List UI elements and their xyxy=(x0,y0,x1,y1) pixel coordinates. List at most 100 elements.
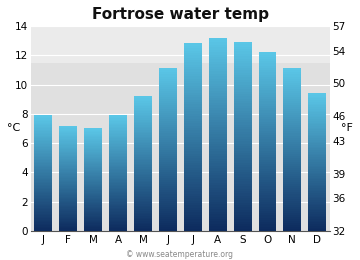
Bar xyxy=(59,196,77,197)
Bar xyxy=(35,152,53,153)
Bar xyxy=(209,149,227,151)
Bar xyxy=(109,128,127,130)
Bar xyxy=(35,163,53,165)
Bar xyxy=(134,142,152,144)
Bar xyxy=(109,140,127,141)
Bar xyxy=(184,201,202,203)
Bar xyxy=(184,100,202,102)
Bar xyxy=(308,118,326,119)
Bar xyxy=(35,120,53,121)
Bar xyxy=(258,164,276,166)
Bar xyxy=(35,170,53,172)
Bar xyxy=(84,213,102,214)
Bar xyxy=(308,107,326,109)
Bar xyxy=(184,149,202,151)
Bar xyxy=(109,157,127,159)
Bar xyxy=(59,181,77,182)
Bar xyxy=(159,105,177,107)
Bar xyxy=(184,156,202,158)
Bar xyxy=(234,77,252,80)
Bar xyxy=(308,186,326,188)
Bar xyxy=(283,188,301,190)
Bar xyxy=(234,99,252,101)
Bar xyxy=(234,84,252,87)
Bar xyxy=(84,187,102,189)
Bar xyxy=(283,166,301,168)
Bar xyxy=(258,110,276,113)
Bar xyxy=(59,206,77,207)
Bar xyxy=(209,137,227,139)
Bar xyxy=(283,229,301,231)
Bar xyxy=(59,214,77,215)
Bar xyxy=(109,222,127,224)
Bar xyxy=(234,61,252,63)
Bar xyxy=(159,158,177,160)
Y-axis label: °F: °F xyxy=(341,124,353,133)
Bar xyxy=(308,129,326,131)
Bar xyxy=(84,181,102,182)
Bar xyxy=(109,167,127,169)
Bar xyxy=(109,180,127,182)
Bar xyxy=(258,209,276,211)
Bar xyxy=(134,170,152,172)
Bar xyxy=(258,144,276,146)
Bar xyxy=(283,144,301,146)
Bar xyxy=(109,176,127,178)
Bar xyxy=(109,218,127,219)
Bar xyxy=(159,180,177,182)
Bar xyxy=(234,226,252,229)
Bar xyxy=(84,142,102,144)
Title: Fortrose water temp: Fortrose water temp xyxy=(92,7,269,22)
Bar xyxy=(109,118,127,120)
Bar xyxy=(184,60,202,62)
Bar xyxy=(234,219,252,222)
Bar xyxy=(134,177,152,179)
Bar xyxy=(308,204,326,205)
Bar xyxy=(258,101,276,104)
Bar xyxy=(283,221,301,223)
Bar xyxy=(234,141,252,144)
Bar xyxy=(84,179,102,180)
Bar xyxy=(283,93,301,95)
Bar xyxy=(84,161,102,162)
Bar xyxy=(35,195,53,196)
Bar xyxy=(84,155,102,157)
Bar xyxy=(209,79,227,81)
Bar xyxy=(159,87,177,89)
Bar xyxy=(184,196,202,198)
Bar xyxy=(283,182,301,184)
Bar xyxy=(35,219,53,221)
Bar xyxy=(59,224,77,226)
Bar xyxy=(283,168,301,170)
Bar xyxy=(308,217,326,219)
Bar xyxy=(84,153,102,154)
Bar xyxy=(184,222,202,224)
Bar xyxy=(84,144,102,145)
Bar xyxy=(35,222,53,224)
Bar xyxy=(84,140,102,141)
Bar xyxy=(35,178,53,179)
Bar xyxy=(184,182,202,184)
Bar xyxy=(134,226,152,228)
Bar xyxy=(184,74,202,76)
Bar xyxy=(134,160,152,162)
Bar xyxy=(283,135,301,138)
Bar xyxy=(234,63,252,66)
Bar xyxy=(308,205,326,207)
Bar xyxy=(84,141,102,142)
Bar xyxy=(308,93,326,95)
Bar xyxy=(308,136,326,138)
Bar xyxy=(109,189,127,191)
Bar xyxy=(258,218,276,220)
Bar xyxy=(209,185,227,187)
Bar xyxy=(35,139,53,140)
Bar xyxy=(283,146,301,148)
Bar xyxy=(134,135,152,137)
Bar xyxy=(184,217,202,219)
Bar xyxy=(134,103,152,105)
Bar xyxy=(159,127,177,129)
Bar xyxy=(308,224,326,226)
Bar xyxy=(308,155,326,157)
Bar xyxy=(35,144,53,146)
Bar xyxy=(184,226,202,229)
